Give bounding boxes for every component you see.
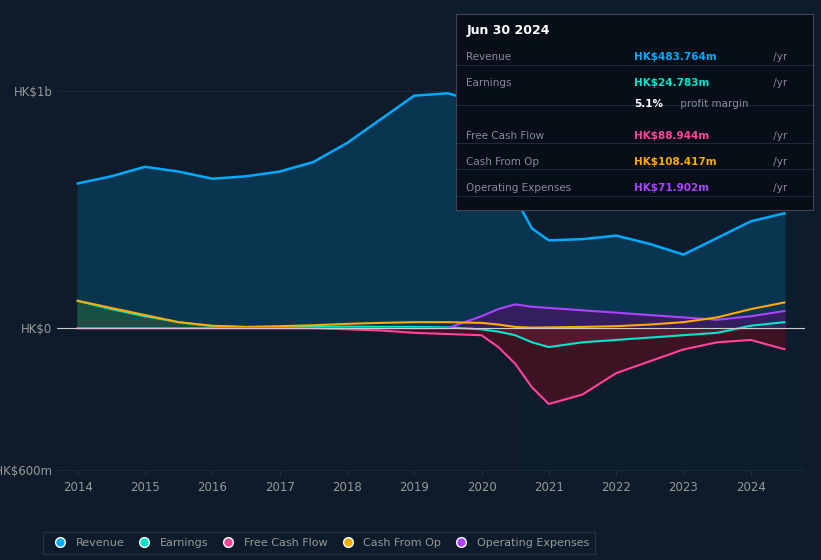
Text: HK$108.417m: HK$108.417m — [635, 157, 717, 167]
Text: /yr: /yr — [770, 130, 787, 141]
Text: HK$88.944m: HK$88.944m — [635, 130, 709, 141]
Bar — [522, 67, 805, 470]
Text: profit margin: profit margin — [677, 99, 749, 109]
Text: Operating Expenses: Operating Expenses — [466, 183, 571, 193]
Text: HK$24.783m: HK$24.783m — [635, 78, 709, 88]
Text: /yr: /yr — [770, 52, 787, 62]
Legend: Revenue, Earnings, Free Cash Flow, Cash From Op, Operating Expenses: Revenue, Earnings, Free Cash Flow, Cash … — [44, 533, 594, 553]
Text: Jun 30 2024: Jun 30 2024 — [466, 25, 550, 38]
Text: Revenue: Revenue — [466, 52, 511, 62]
Text: Cash From Op: Cash From Op — [466, 157, 539, 167]
Text: HK$483.764m: HK$483.764m — [635, 52, 717, 62]
Text: Free Cash Flow: Free Cash Flow — [466, 130, 544, 141]
Text: 5.1%: 5.1% — [635, 99, 663, 109]
Text: /yr: /yr — [770, 157, 787, 167]
Text: /yr: /yr — [770, 183, 787, 193]
Text: HK$71.902m: HK$71.902m — [635, 183, 709, 193]
Text: /yr: /yr — [770, 78, 787, 88]
Text: Earnings: Earnings — [466, 78, 511, 88]
